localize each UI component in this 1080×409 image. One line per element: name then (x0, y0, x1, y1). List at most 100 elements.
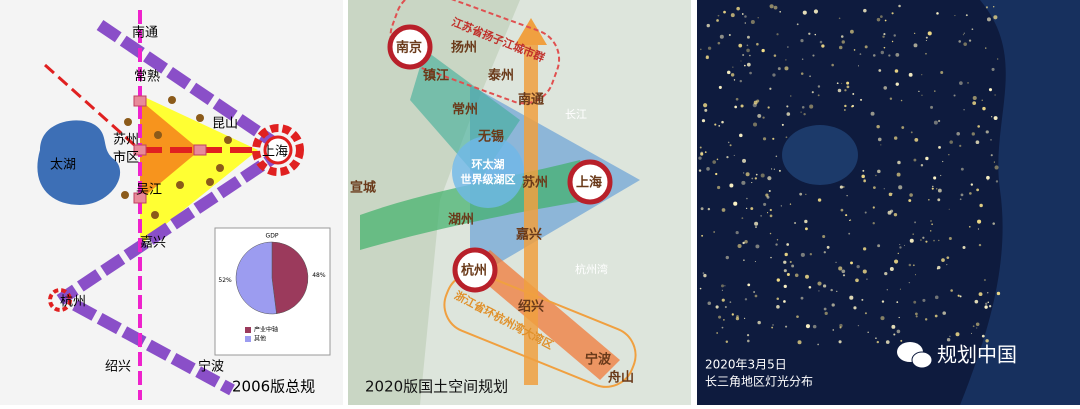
light (883, 188, 885, 190)
light (789, 260, 792, 264)
light (968, 225, 971, 228)
light (845, 214, 848, 217)
light (818, 290, 820, 292)
light (717, 185, 721, 190)
light (981, 334, 985, 338)
light (937, 119, 941, 123)
light (864, 45, 868, 49)
light (703, 273, 707, 278)
legend-swatch (245, 327, 251, 333)
light (839, 323, 843, 328)
light (994, 165, 999, 170)
light (895, 82, 899, 86)
light (974, 299, 979, 304)
light (718, 125, 721, 127)
light (930, 105, 934, 109)
light (785, 136, 788, 139)
light (942, 311, 947, 315)
light (883, 33, 886, 36)
light (817, 281, 822, 286)
light (736, 315, 739, 318)
light (925, 240, 928, 243)
light (773, 5, 778, 10)
light (721, 289, 723, 291)
light (959, 144, 962, 147)
light (765, 193, 769, 197)
light (978, 243, 982, 247)
light (736, 6, 740, 11)
light (990, 139, 992, 141)
light (780, 205, 782, 207)
light (861, 174, 865, 179)
light (997, 58, 999, 60)
light (987, 179, 989, 181)
light (978, 292, 983, 297)
light (898, 316, 900, 319)
light (723, 10, 726, 14)
light (776, 305, 780, 309)
label: 苏州 (113, 132, 139, 148)
light (962, 34, 965, 36)
light (852, 93, 855, 95)
light (772, 73, 776, 77)
light (808, 32, 811, 35)
light (743, 259, 745, 261)
light (831, 63, 834, 67)
light (934, 90, 936, 92)
light (933, 239, 935, 242)
light (721, 298, 725, 302)
light (903, 244, 905, 246)
light (899, 246, 902, 249)
light (901, 126, 905, 129)
light (946, 338, 951, 342)
light (744, 22, 746, 24)
light (751, 177, 754, 180)
light (948, 237, 952, 241)
light (855, 278, 859, 283)
light (703, 103, 708, 108)
light (727, 141, 730, 144)
city-ring (48, 288, 72, 312)
light (876, 17, 881, 22)
light (850, 29, 854, 34)
light (867, 331, 869, 333)
label: 南通 (132, 25, 158, 41)
light (934, 295, 939, 300)
light (990, 154, 993, 157)
light (812, 54, 815, 57)
light (823, 284, 827, 288)
light (838, 266, 843, 271)
light (921, 94, 923, 96)
light (993, 15, 998, 20)
light (932, 185, 934, 188)
light (770, 256, 772, 259)
label: 常熟 (134, 69, 160, 85)
light (768, 189, 771, 193)
light (891, 40, 894, 43)
label: 苏州 (522, 175, 548, 191)
light (746, 35, 750, 39)
light (731, 313, 734, 316)
label: 环太湖 (472, 157, 505, 171)
light (880, 144, 882, 146)
light (794, 273, 799, 278)
light (750, 20, 755, 25)
light (985, 6, 989, 9)
light (955, 332, 960, 337)
light (931, 187, 934, 190)
light (885, 340, 890, 344)
light (846, 194, 848, 197)
light (839, 326, 842, 329)
city-ring (387, 24, 433, 70)
light (982, 106, 986, 111)
light (891, 12, 894, 15)
light (846, 81, 850, 85)
light (733, 154, 735, 156)
light (841, 40, 845, 44)
light (920, 164, 924, 167)
light (875, 174, 877, 177)
light (891, 324, 896, 329)
light (760, 215, 762, 217)
light (739, 133, 743, 138)
light (773, 168, 775, 170)
